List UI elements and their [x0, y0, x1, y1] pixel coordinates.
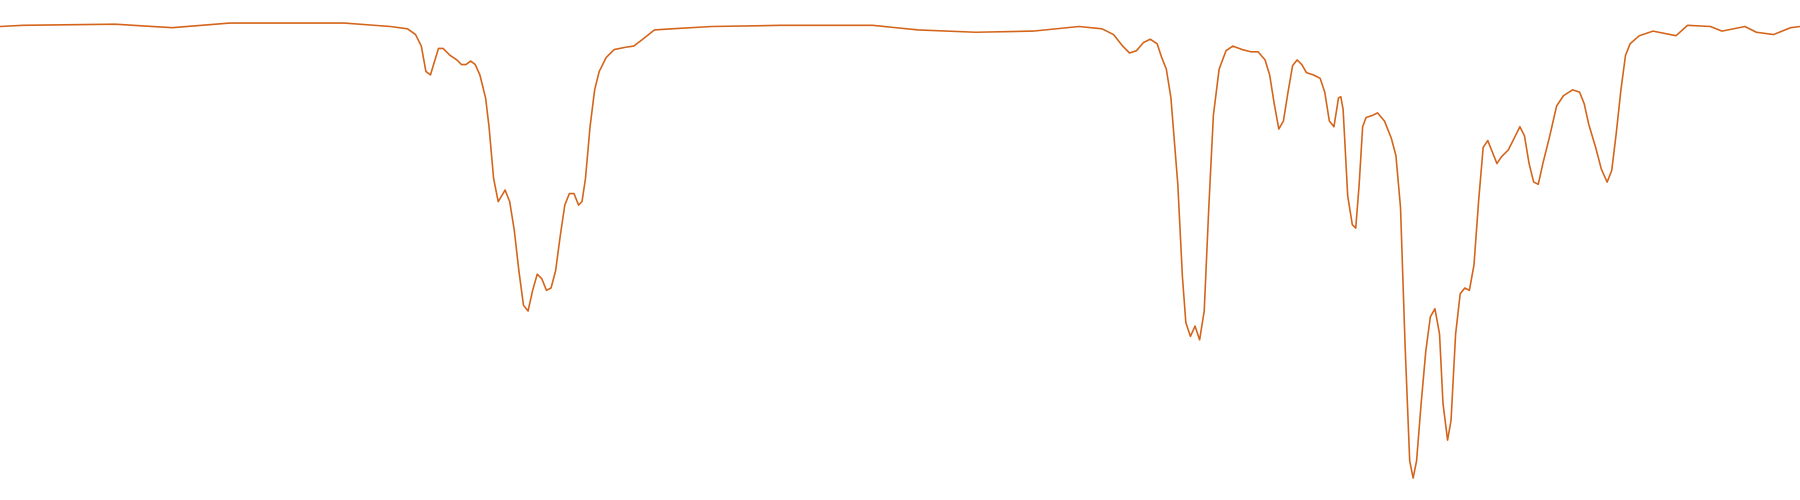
- spectrum-line: [0, 22, 1800, 479]
